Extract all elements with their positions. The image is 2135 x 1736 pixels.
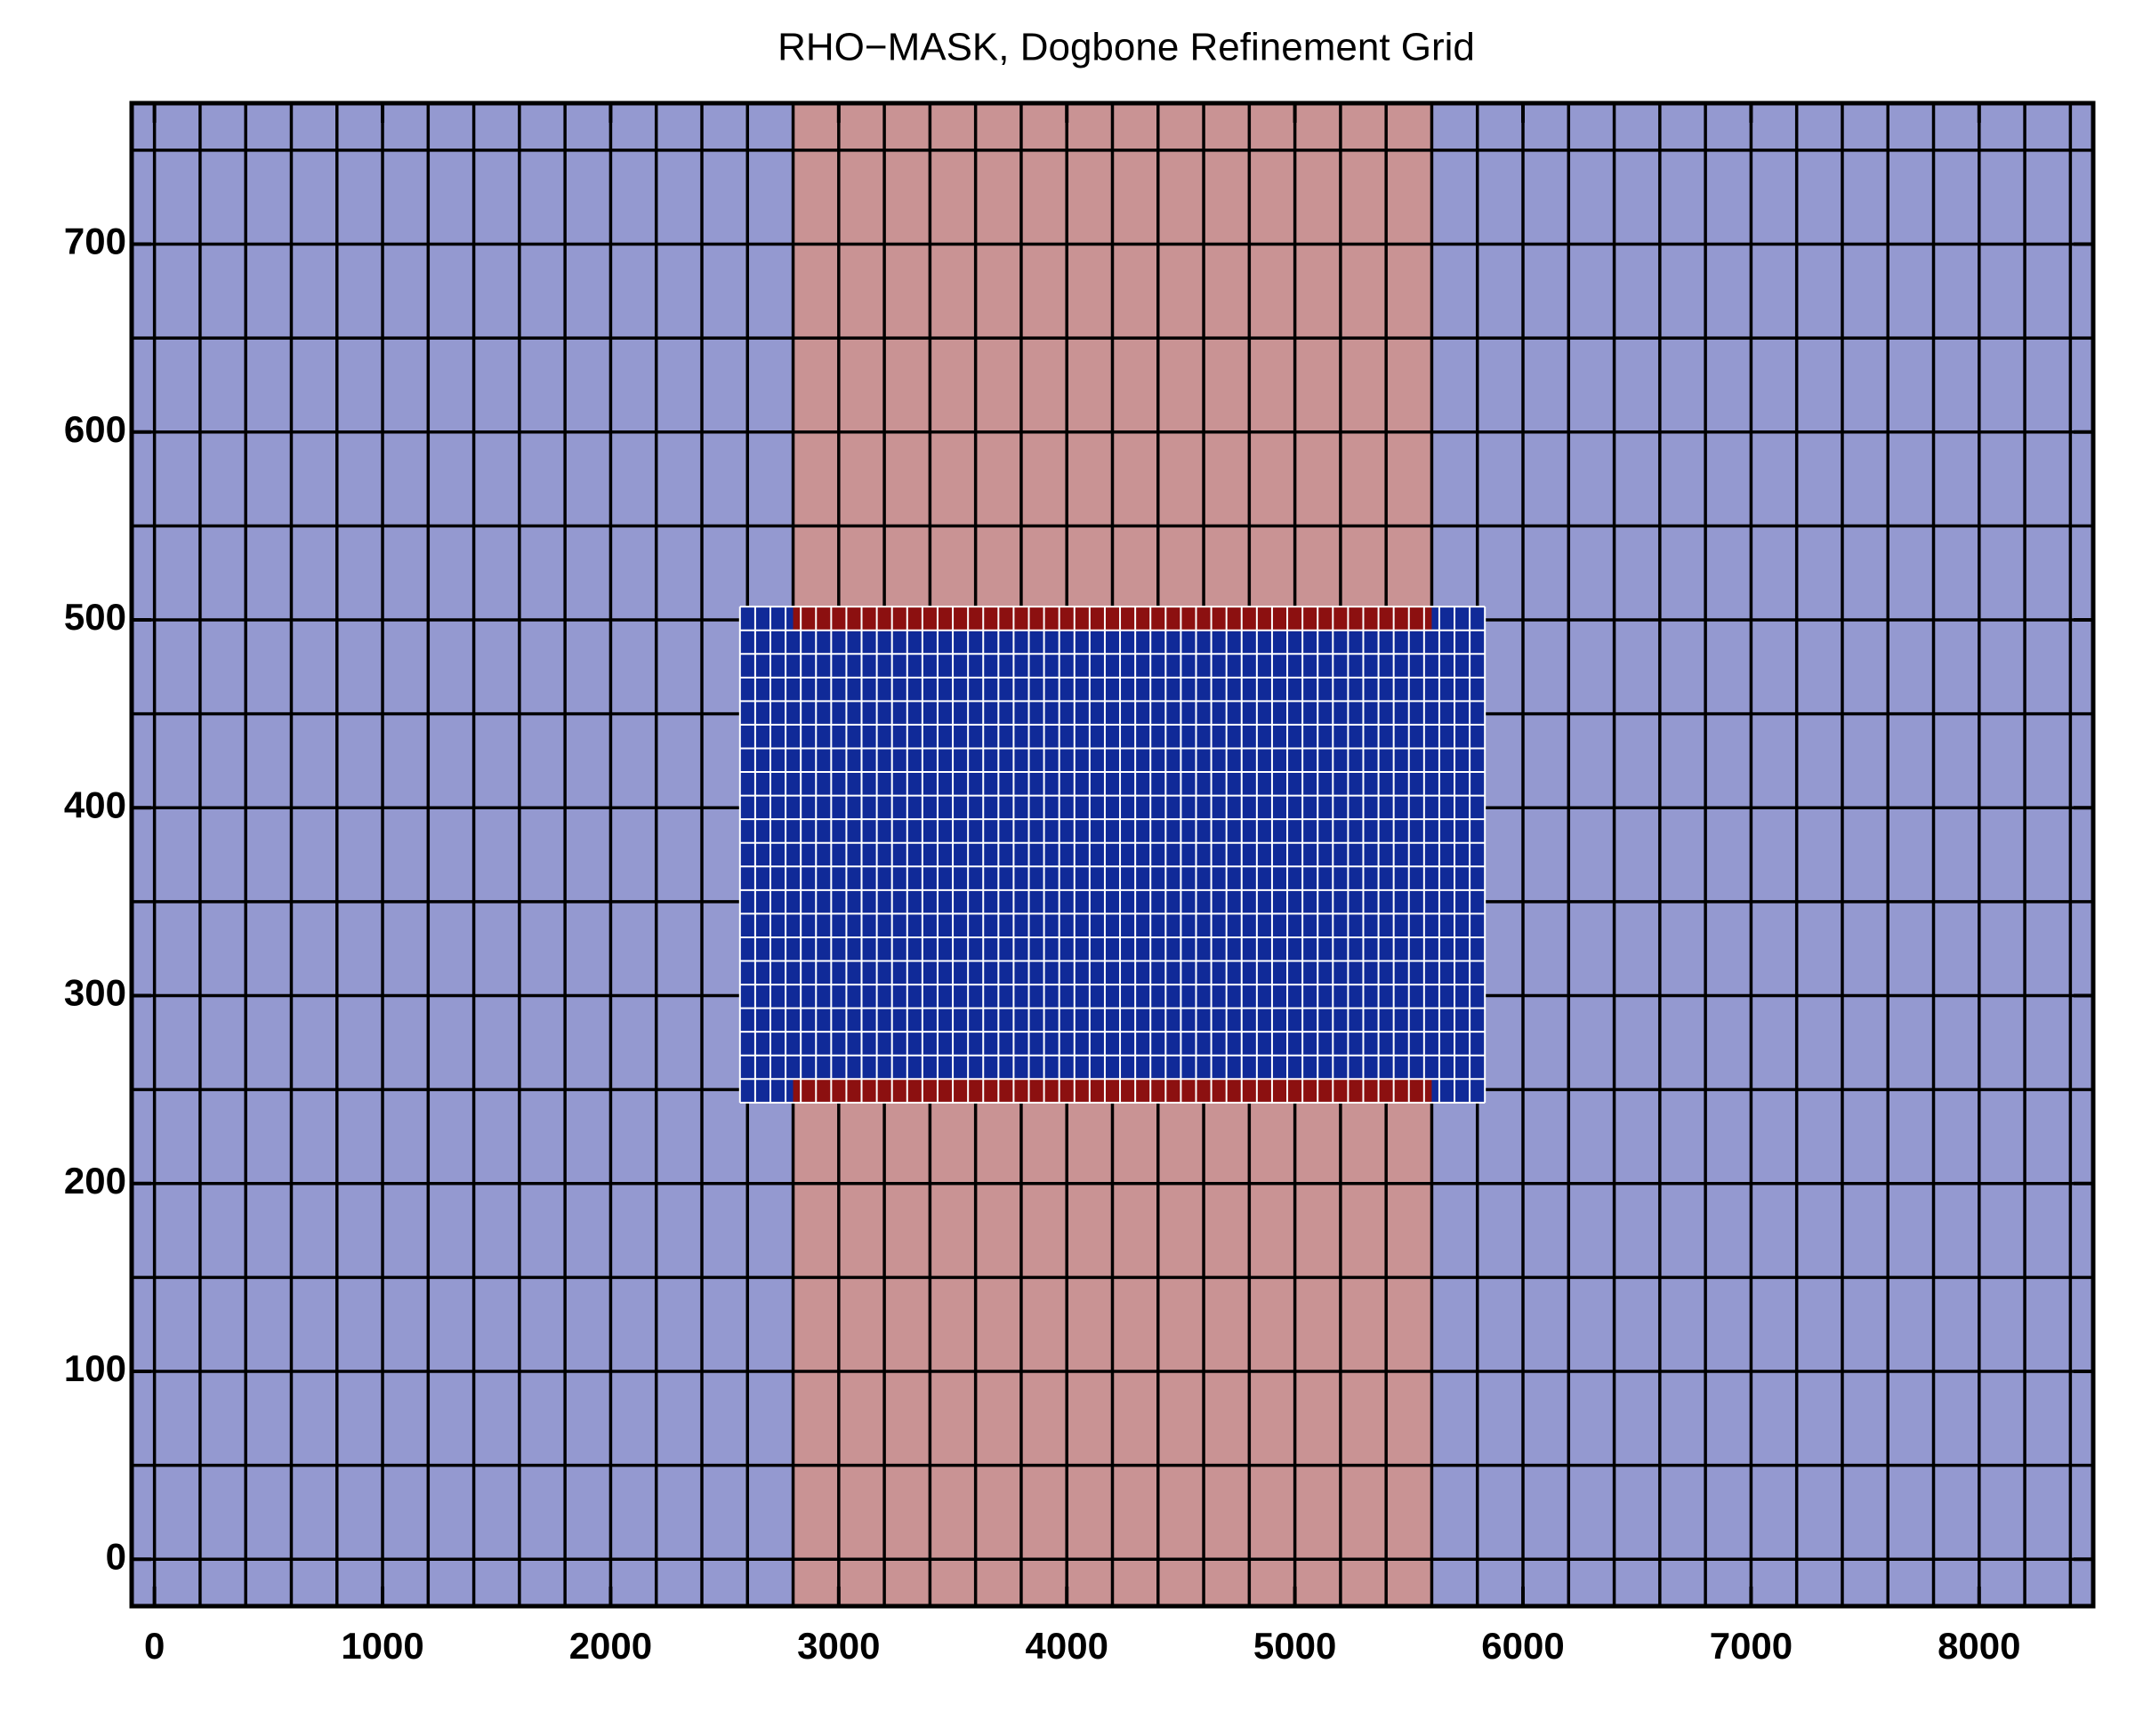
x-tick-label: 5000 (1253, 1625, 1336, 1667)
y-tick-label: 600 (64, 408, 126, 450)
x-tick-label: 7000 (1710, 1625, 1793, 1667)
axes-frame (129, 100, 2096, 1609)
y-tick-label: 100 (64, 1347, 126, 1389)
y-tick-label: 300 (64, 972, 126, 1014)
x-tick-label: 4000 (1026, 1625, 1108, 1667)
mask-region (793, 1078, 1432, 1103)
x-tick-label: 0 (144, 1625, 165, 1667)
x-tick-label: 6000 (1481, 1625, 1564, 1667)
y-tick-label: 700 (64, 221, 126, 262)
x-tick-label: 1000 (341, 1625, 423, 1667)
x-tick-label: 3000 (797, 1625, 880, 1667)
mask-region (739, 607, 1486, 1103)
y-tick-label: 500 (64, 596, 126, 638)
y-tick-label: 200 (64, 1160, 126, 1202)
chart-title: RHO−MASK, Dogbone Refinement Grid (777, 26, 1475, 69)
x-tick-label: 8000 (1938, 1625, 2020, 1667)
y-tick-label: 0 (106, 1535, 126, 1577)
y-tick-label: 400 (64, 784, 126, 825)
x-tick-label: 2000 (569, 1625, 652, 1667)
mask-region (793, 607, 1432, 631)
